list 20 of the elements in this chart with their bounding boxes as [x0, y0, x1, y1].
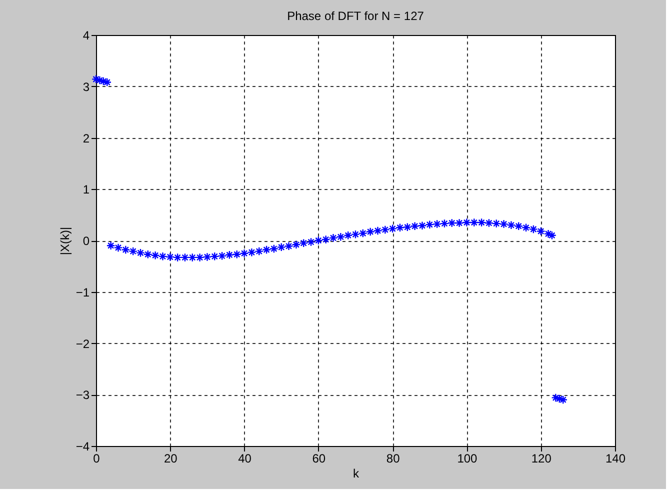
x-tick-label: 40 [238, 452, 252, 466]
x-axis-title: k [353, 466, 360, 480]
y-tick-label: −3 [76, 388, 90, 402]
x-tick-label: 100 [457, 452, 478, 466]
y-tick-label: 3 [82, 80, 90, 94]
x-tick-label: 120 [531, 452, 552, 466]
chart-title: Phase of DFT for N = 127 [287, 9, 424, 23]
y-tick-label: 2 [82, 131, 90, 146]
y-tick-label: 0 [82, 234, 90, 248]
y-tick-label: 1 [82, 182, 90, 197]
y-tick-label: 4 [82, 28, 90, 42]
x-tick-label: 0 [93, 452, 100, 466]
x-tick-label: 20 [164, 452, 178, 466]
y-tick-label: −2 [76, 336, 90, 351]
x-tick-label: 60 [312, 452, 326, 466]
x-tick-label: 80 [386, 452, 400, 466]
x-tick-label: 140 [605, 452, 626, 466]
y-axis-title: |X(k)| [58, 226, 72, 256]
y-tick-label: −4 [76, 440, 90, 454]
y-tick-label: −1 [76, 285, 90, 300]
